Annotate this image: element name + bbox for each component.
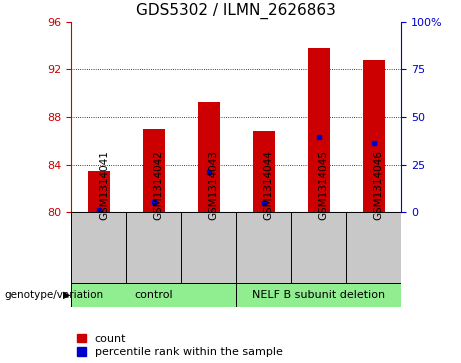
Text: NELF B subunit deletion: NELF B subunit deletion (252, 290, 385, 300)
Bar (253, 131, 275, 212)
Text: GSM1314041: GSM1314041 (99, 150, 109, 220)
Text: GSM1314042: GSM1314042 (154, 150, 164, 220)
Bar (236, 283, 401, 307)
Bar (307, 48, 330, 212)
Text: GSM1314045: GSM1314045 (319, 150, 329, 220)
Text: GSM1314044: GSM1314044 (264, 150, 274, 220)
Bar (198, 102, 220, 212)
Text: ▶: ▶ (63, 290, 71, 300)
Text: GSM1314046: GSM1314046 (373, 150, 384, 220)
Title: GDS5302 / ILMN_2626863: GDS5302 / ILMN_2626863 (136, 3, 336, 19)
Text: control: control (135, 290, 173, 300)
Legend: count, percentile rank within the sample: count, percentile rank within the sample (77, 334, 283, 358)
Bar (71, 283, 236, 307)
Text: genotype/variation: genotype/variation (5, 290, 104, 300)
Text: GSM1314043: GSM1314043 (209, 150, 219, 220)
Bar (363, 60, 384, 212)
Bar (88, 171, 110, 212)
Bar (143, 129, 165, 212)
